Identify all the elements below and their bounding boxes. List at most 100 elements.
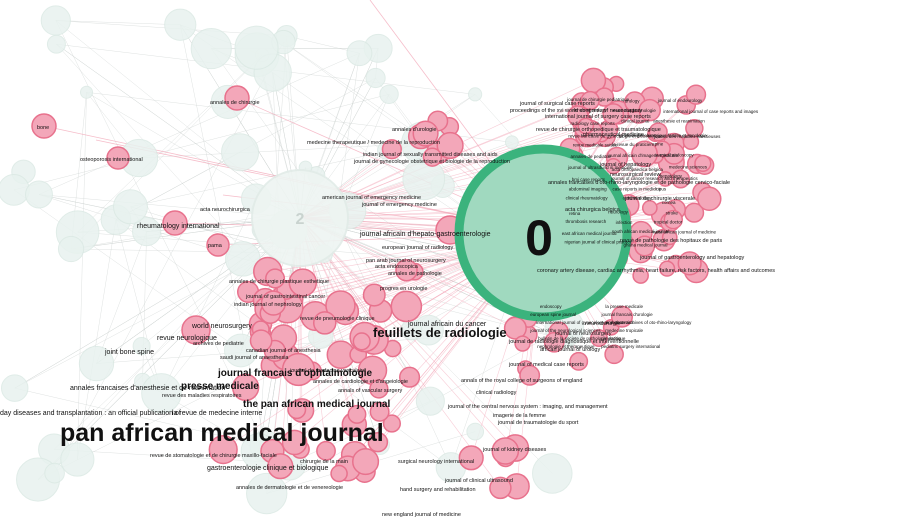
journal-label: nigerian journal of clinical practice <box>565 240 633 245</box>
journal-label: ophthalmology <box>623 196 653 201</box>
journal-label: journal de radiologie diagnostique et in… <box>508 339 639 345</box>
faint-node <box>78 345 115 382</box>
journal-label: osteoporosis international <box>80 157 143 163</box>
journal-label: chirurgie de la main <box>300 459 348 465</box>
edge <box>96 231 147 364</box>
journal-label: revue d'ophtalmologie <box>612 108 656 113</box>
journal-label: west african journal of medicine <box>653 230 717 235</box>
journal-label: journal francais d'ophtalmologie <box>217 368 373 379</box>
journal-node <box>458 445 484 471</box>
journal-label: journal of medical case reports <box>508 362 584 368</box>
journal-label: feuillets de radiologie <box>373 325 507 340</box>
journal-node <box>658 260 676 277</box>
journal-label: journal de traumatologie du sport <box>497 420 579 426</box>
journal-label: journal of emergency medicine <box>361 202 437 208</box>
faint-node <box>225 241 261 277</box>
journal-label: annales d'urologie <box>392 127 436 133</box>
journal-node <box>381 139 402 160</box>
faint-node <box>365 67 386 89</box>
journal-node <box>395 258 418 282</box>
journal-label: american journal of emergency medicine <box>322 195 421 201</box>
journal-label: infection <box>616 220 633 225</box>
journal-label: acta chirurgica belgica <box>565 207 621 213</box>
journal-label: journal of the neurological sciences <box>529 328 601 333</box>
journal-node <box>260 290 287 316</box>
secondary-hub-node <box>251 169 349 267</box>
journal-node <box>657 171 674 187</box>
faint-node <box>113 189 148 225</box>
journal-node <box>610 305 634 328</box>
journal-label: journal of cancer research and therapeut… <box>610 176 698 181</box>
journal-label: urology <box>625 98 641 103</box>
journal-label: journal de chirurgie pediatrique <box>566 97 629 102</box>
journal-label: south african medical journal <box>612 229 669 234</box>
journal-node <box>503 316 527 340</box>
journal-label: world neurosurgery <box>191 323 252 330</box>
faint-node <box>46 34 66 54</box>
journal-label: revue de pathologie des hopitaux de pari… <box>620 238 722 244</box>
journal-label: african journal of urology <box>540 347 600 353</box>
journal-label: la presse medicale <box>605 304 643 309</box>
journal-node <box>604 344 624 365</box>
faint-node <box>164 8 197 41</box>
journal-label: annales de pediatrie <box>570 154 611 159</box>
edge <box>142 231 147 382</box>
faint-node <box>379 84 399 104</box>
journal-label: journal of hepatology <box>599 162 651 168</box>
journal-node <box>436 131 464 160</box>
journal-label: retina <box>569 211 581 216</box>
journal-label: clinical journal <box>621 119 649 124</box>
journal-label: annals of urology <box>572 107 607 112</box>
journal-label: journal of surgical case reports <box>519 101 595 107</box>
journal-node <box>382 414 401 433</box>
journal-label: the pan african medical journal <box>243 399 390 410</box>
journal-label: rheumatology international <box>137 223 220 230</box>
journal-node <box>288 268 318 297</box>
journal-node <box>685 84 707 105</box>
journal-label: archives de pediatrie <box>193 341 244 347</box>
journal-label: international journal of surgery case re… <box>545 114 651 120</box>
journal-node <box>685 118 704 138</box>
journal-label: journal of clinical ultrasound <box>444 478 513 484</box>
journal-label: spine <box>652 141 663 146</box>
edge <box>13 94 390 191</box>
edge <box>161 198 257 394</box>
faint-node <box>246 472 288 515</box>
journal-node <box>162 210 188 236</box>
journal-node <box>648 122 668 142</box>
journal-label: journal of gastrointestinal cancer <box>245 294 325 300</box>
journal-label: la revue du praticien <box>612 142 653 147</box>
label-layer: 0 pan african medical journal feuillets de… <box>0 97 775 518</box>
journal-node <box>641 200 658 216</box>
journal-label: acta orthopaedica belgica <box>612 167 664 172</box>
journal-label: la revue de medecine interne <box>172 410 262 417</box>
journal-node <box>281 429 308 456</box>
journal-label: pharmaceutical medicine <box>583 132 644 138</box>
journal-node <box>543 331 565 353</box>
journal-label: hepatology <box>660 174 683 179</box>
central-hub-node[interactable] <box>454 144 632 322</box>
journal-node <box>697 186 722 212</box>
journal-label: journal africain d'imagerie medicale <box>607 153 679 158</box>
journal-node <box>367 431 389 453</box>
journal-label: pan arab journal of neurosurgery <box>366 258 446 264</box>
journal-label: medecine sciences <box>669 165 708 170</box>
faint-node <box>190 27 232 70</box>
journal-label: revue de chirurgie orthopedique et traum… <box>536 127 661 133</box>
journal-node <box>491 437 520 465</box>
journal-label: revue neurologique <box>157 335 217 342</box>
journal-node <box>281 352 316 387</box>
edge <box>115 219 162 394</box>
faint-node <box>60 442 95 477</box>
journal-label: journal de chirurgie viscerale <box>624 196 695 202</box>
faint-node <box>505 135 519 150</box>
journal-node <box>265 268 286 289</box>
edge <box>77 54 263 233</box>
journal-node <box>677 251 702 276</box>
faint-node <box>132 336 151 356</box>
journal-node <box>569 351 589 371</box>
journal-label: annals of the royal college of surgeons … <box>461 378 582 384</box>
journal-label: east african medical journal <box>562 231 617 236</box>
